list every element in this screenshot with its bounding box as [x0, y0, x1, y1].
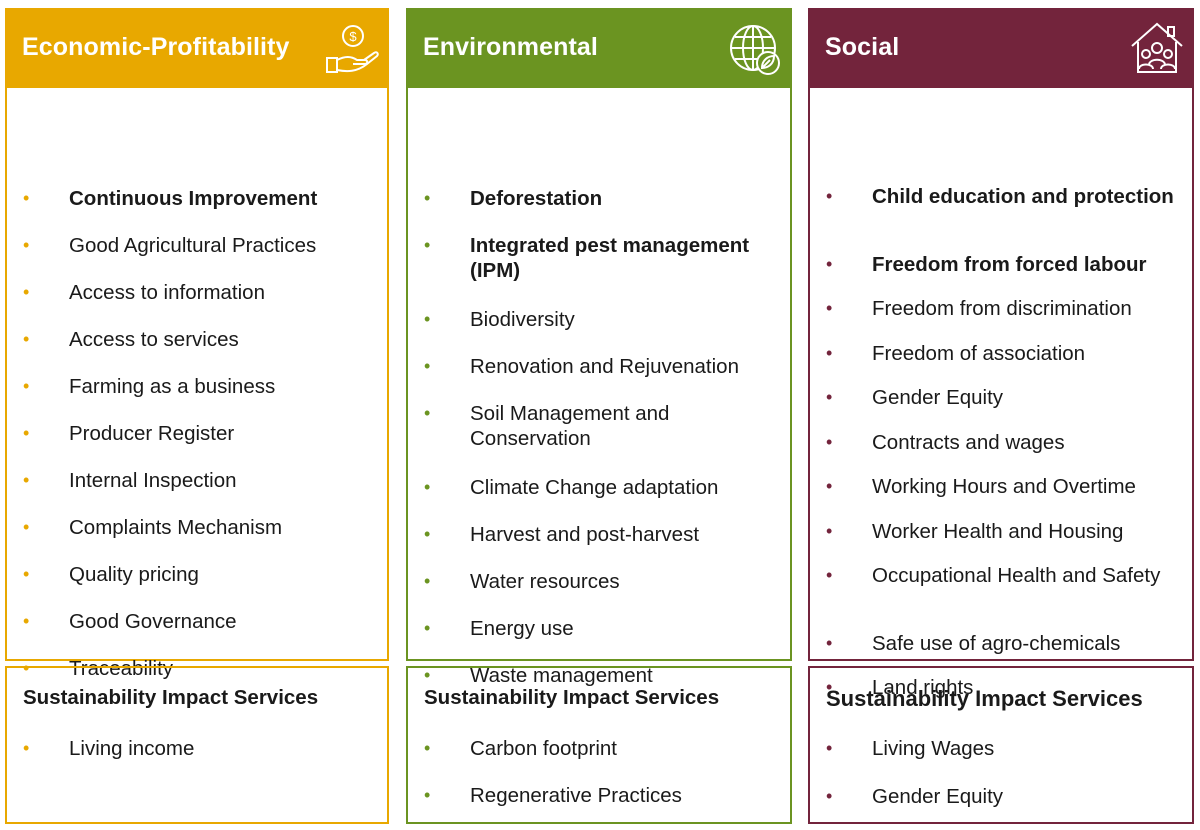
column-environmental: Environmental • Deforestation • Integrated…: [406, 8, 792, 824]
list-item: • Occupational Health and Safety: [826, 564, 1161, 587]
list-item: • Soil Management and Conservation: [424, 402, 670, 450]
list-item: • Regenerative Practices: [424, 784, 682, 807]
list-item: • Good Agricultural Practices: [23, 234, 317, 257]
list-item: • Working Hours and Overtime: [826, 475, 1136, 498]
list-item: • Child education and protection: [826, 185, 1174, 208]
column-header: Social: [808, 8, 1194, 88]
list-item: • Renovation and Rejuvenation: [424, 355, 739, 378]
list-item: • Gender Equity: [826, 386, 1004, 409]
column-body: • Deforestation • Integrated pest manageme…: [406, 88, 792, 687]
list-item: • Carbon footprint: [424, 737, 618, 760]
impact-services-box: Sustainability Impact Services • Living W…: [808, 666, 1194, 824]
list-item: • Biodiversity: [424, 308, 575, 331]
list-item: • Complaints Mechanism: [23, 516, 283, 539]
list-item: • Worker Health and Housing: [826, 520, 1124, 543]
list-item: • Freedom of association: [826, 342, 1086, 365]
list-item: • Good Governance: [23, 610, 237, 633]
svg-text:$: $: [349, 29, 357, 44]
impact-services-title: Sustainability Impact Services: [23, 686, 319, 709]
list-item: • Living income: [23, 737, 195, 760]
globe-leaf-icon: [730, 25, 780, 75]
list-item: • Living Wages: [826, 737, 995, 760]
column-social: Social • Child education and protection •…: [808, 8, 1194, 824]
list-item: • Safe use of agro-chemicals: [826, 632, 1121, 655]
list-item: • Waste management: [424, 664, 653, 687]
impact-services-title: Sustainability Impact Services: [826, 686, 1143, 711]
list-item: • Access to information: [23, 281, 265, 304]
list-item: • Producer Register: [23, 422, 235, 445]
list-item: • Contracts and wages: [826, 431, 1065, 454]
list-item: • Energy use: [424, 617, 574, 640]
column-title: Economic-Profitability: [22, 33, 290, 61]
list-item: • Quality pricing: [23, 563, 199, 586]
impact-services-box: Sustainability Impact Services • Carbon f…: [406, 666, 792, 824]
money-hand-icon: $: [326, 25, 379, 73]
list-item: • Traceability: [23, 657, 174, 680]
list-item: • Internal Inspection: [23, 469, 237, 492]
column-body: • Child education and protection • Freedom…: [808, 88, 1194, 699]
list-item: • Deforestation: [424, 187, 603, 210]
list-item: • Continuous Improvement: [23, 187, 318, 210]
column-title: Environmental: [423, 33, 598, 61]
column-header: Economic-Profitability $: [5, 8, 389, 88]
impact-services-title: Sustainability Impact Services: [424, 686, 720, 709]
column-header: Environmental: [406, 8, 792, 88]
list-item: • Land rights: [826, 676, 974, 699]
list-item: • Integrated pest management (IPM): [424, 234, 750, 282]
column-economic: Economic-Profitability $ • Continuous Imp…: [5, 8, 389, 824]
house-people-icon: [1131, 22, 1183, 73]
list-item: • Water resources: [424, 570, 620, 593]
impact-services-box: Sustainability Impact Services • Living i…: [5, 666, 389, 824]
list-item: • Gender Equity: [826, 785, 1004, 808]
list-item: • Climate Change adaptation: [424, 476, 719, 499]
list-item: • Access to services: [23, 328, 239, 351]
column-body: • Continuous Improvement • Good Agricultur…: [5, 88, 389, 680]
list-item: • Freedom from discrimination: [826, 297, 1132, 320]
list-item: • Harvest and post-harvest: [424, 523, 700, 546]
list-item: • Farming as a business: [23, 375, 276, 398]
column-title: Social: [825, 33, 900, 61]
list-item: • Freedom from forced labour: [826, 253, 1147, 276]
